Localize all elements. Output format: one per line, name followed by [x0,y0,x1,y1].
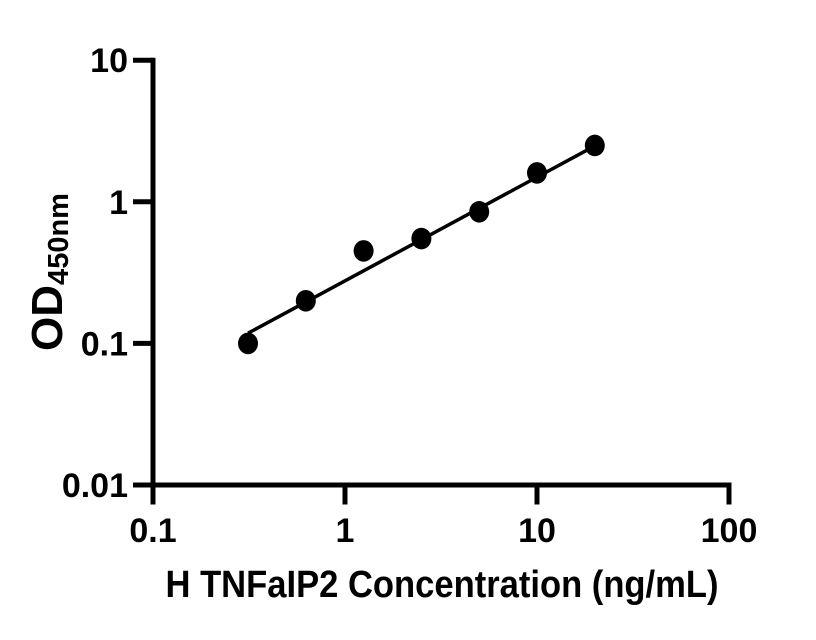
data-point [238,332,259,355]
y-tick-label: 10 [90,42,128,80]
data-point [527,162,547,184]
data-point [295,289,316,312]
data-point [469,200,490,223]
data-point [584,134,605,157]
x-tick-label: 100 [701,512,758,550]
y-axis-title: OD450nm [23,193,75,351]
y-tick-label: 1 [109,184,128,222]
y-axis-title-main: OD [23,285,72,351]
x-tick-label: 10 [518,512,556,550]
y-axis-title-subscript: 450nm [43,193,75,285]
y-tick-label: 0.1 [81,325,128,363]
x-tick-label: 1 [336,512,355,550]
data-point [411,227,432,250]
x-tick-label: 0.1 [129,512,176,550]
x-axis-title: H TNFaIP2 Concentration (ng/mL) [166,564,719,606]
data-point [353,240,374,262]
y-tick-label: 0.01 [62,467,128,505]
